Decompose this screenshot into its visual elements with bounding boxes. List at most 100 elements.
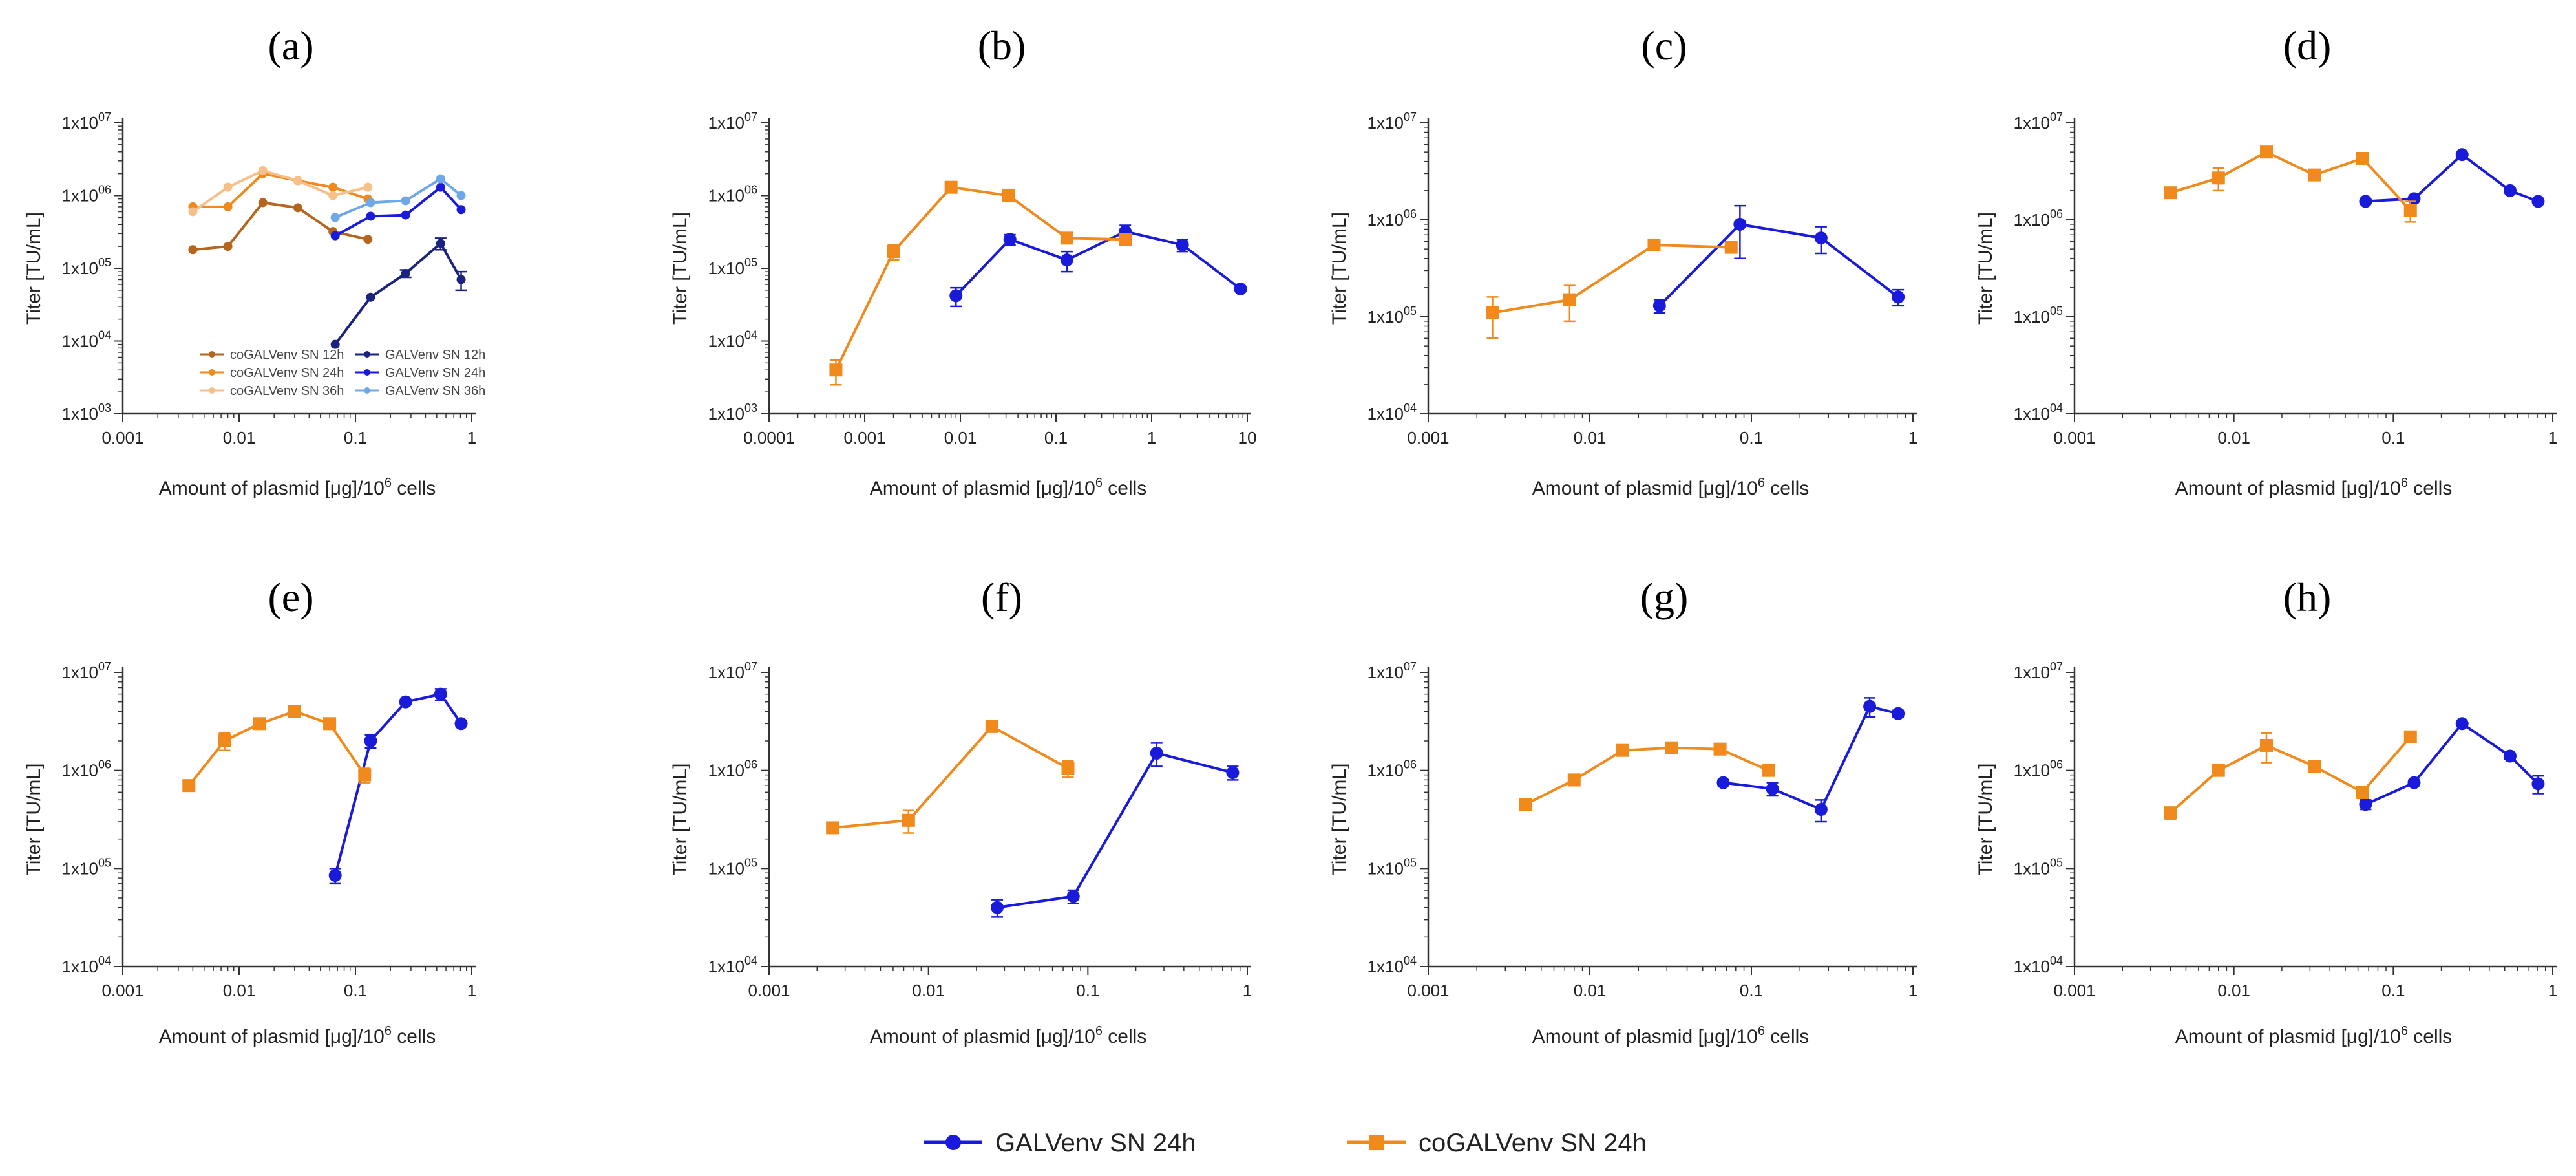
y-tick-label: 1x1004 bbox=[62, 329, 111, 351]
x-tick-label: 0.01 bbox=[1574, 428, 1607, 447]
series-line bbox=[193, 201, 368, 251]
data-point bbox=[1724, 241, 1738, 254]
series-line bbox=[192, 169, 368, 213]
series-line bbox=[187, 710, 366, 787]
data-point bbox=[1066, 890, 1080, 903]
x-tick-label: 1 bbox=[2548, 428, 2557, 447]
chart-panel-5: (e) 0.001 0.01 0.1 1 1x1004 1x1005 1x1006 1x1007… bbox=[23, 574, 476, 1047]
data-point bbox=[1766, 782, 1779, 796]
data-point bbox=[1567, 773, 1581, 787]
data-point bbox=[1814, 231, 1828, 245]
series-cogalvenv-sn-24h bbox=[1519, 741, 1775, 811]
series-line bbox=[1723, 705, 1899, 811]
y-tick-label: 1x1005 bbox=[708, 856, 757, 878]
data-point bbox=[366, 211, 375, 221]
legend-label: GALVenv SN 12h bbox=[385, 348, 485, 362]
series-line bbox=[834, 186, 1126, 371]
series-galvenv-sn-24h bbox=[328, 687, 468, 885]
data-point bbox=[363, 235, 373, 244]
legend-marker bbox=[364, 387, 370, 394]
x-axis-title: Amount of plasmid [μg]/106 cells bbox=[870, 476, 1147, 499]
data-point bbox=[182, 779, 196, 793]
x-tick-label: 1 bbox=[1147, 428, 1156, 447]
shared-legend-item: coGALVenv SN 24h bbox=[1347, 1129, 1647, 1157]
series-line bbox=[832, 725, 1069, 829]
y-axis-title: Titer [TU/mL] bbox=[670, 212, 691, 325]
series-cogalvenv-sn-24h bbox=[826, 720, 1075, 835]
panel-letter: (g) bbox=[1640, 574, 1689, 620]
x-tick-label: 1 bbox=[467, 428, 476, 447]
data-point bbox=[1519, 798, 1532, 811]
data-point bbox=[1563, 293, 1576, 306]
data-point bbox=[1486, 306, 1499, 319]
chart-panel-3: (c) 0.001 0.01 0.1 1 1x1004 1x1005 1x1006 1x1007… bbox=[1329, 23, 1917, 499]
x-tick-label: 0.1 bbox=[344, 981, 367, 1000]
x-tick-label: 0.0001 bbox=[743, 428, 795, 447]
y-tick-label: 1x1003 bbox=[62, 401, 111, 423]
y-tick-label: 1x1007 bbox=[1367, 111, 1417, 133]
data-point bbox=[1119, 233, 1132, 246]
series-galvenv-sn-24h bbox=[2359, 717, 2545, 811]
x-tick-label: 0.001 bbox=[1407, 428, 1449, 447]
legend-label: coGALVenv SN 24h bbox=[1419, 1129, 1647, 1157]
data-point bbox=[366, 198, 375, 208]
series-line bbox=[2170, 150, 2412, 211]
y-tick-label: 1x1004 bbox=[708, 329, 757, 351]
y-axis-title: Titer [TU/mL] bbox=[23, 764, 45, 876]
legend-label: GALVenv SN 24h bbox=[385, 366, 485, 380]
data-point bbox=[399, 695, 412, 709]
series-cogalvenv-sn-24h bbox=[2164, 145, 2417, 223]
data-point bbox=[328, 191, 338, 200]
chart-panel-7: (g) 0.001 0.01 0.1 1 1x1004 1x1005 1x1006 1x1007… bbox=[1329, 574, 1917, 1047]
data-point bbox=[1060, 253, 1073, 267]
chart-panel-2: (b) 0.0001 0.001 0.01 0.1 1 10 1x1003 1x1004 1x10… bbox=[670, 23, 1256, 499]
legend-label: coGALVenv SN 12h bbox=[230, 348, 344, 362]
x-axis-title: Amount of plasmid [μg]/106 cells bbox=[2175, 1024, 2453, 1047]
data-point bbox=[401, 210, 410, 220]
x-axis-title: Amount of plasmid [μg]/106 cells bbox=[870, 1024, 1147, 1047]
series-line bbox=[955, 230, 1241, 297]
data-point bbox=[1665, 741, 1678, 754]
data-point bbox=[2212, 171, 2225, 185]
data-point bbox=[2359, 195, 2372, 208]
legend-marker bbox=[209, 387, 215, 394]
y-tick-label: 1x1007 bbox=[62, 111, 111, 133]
series-cogalvenv-sn-24h bbox=[2164, 730, 2417, 820]
data-point bbox=[456, 275, 466, 284]
y-tick-label: 1x1005 bbox=[708, 256, 757, 278]
chart-panel-8: (h) 0.001 0.01 0.1 1 1x1004 1x1005 1x1006 1x1007… bbox=[1975, 574, 2557, 1047]
y-tick-label: 1x1006 bbox=[62, 758, 111, 780]
y-tick-label: 1x1007 bbox=[708, 660, 757, 682]
data-point bbox=[1226, 766, 1240, 780]
data-point bbox=[293, 203, 302, 213]
x-tick-label: 0.001 bbox=[2053, 428, 2095, 447]
x-axis-title: Amount of plasmid [μg]/106 cells bbox=[1532, 476, 1810, 499]
x-tick-label: 0.01 bbox=[223, 981, 256, 1000]
data-point bbox=[2455, 148, 2469, 162]
x-tick-label: 0.1 bbox=[2381, 428, 2405, 447]
data-point bbox=[218, 734, 231, 748]
data-point bbox=[902, 813, 915, 827]
data-point bbox=[1814, 803, 1828, 817]
shared-legend: GALVenv SN 24h coGALVenv SN 24h bbox=[924, 1129, 1647, 1157]
x-axis-title: Amount of plasmid [μg]/106 cells bbox=[2175, 476, 2453, 499]
legend-label: GALVenv SN 24h bbox=[995, 1129, 1196, 1157]
data-point bbox=[1652, 299, 1666, 312]
y-tick-label: 1x1005 bbox=[2014, 305, 2063, 326]
legend-marker bbox=[209, 351, 215, 358]
panel-letter: (h) bbox=[2283, 574, 2332, 620]
x-tick-label: 0.01 bbox=[912, 981, 945, 1000]
series-line bbox=[2365, 722, 2539, 806]
x-tick-label: 1 bbox=[1243, 981, 1252, 1000]
data-point bbox=[328, 869, 342, 882]
data-point bbox=[1892, 707, 1905, 720]
panel-letter: (e) bbox=[268, 574, 313, 620]
data-point bbox=[364, 734, 377, 748]
legend-label: GALVenv SN 36h bbox=[385, 384, 485, 398]
series-line bbox=[1492, 243, 1731, 314]
series-cogalvenv-sn-24h bbox=[182, 705, 372, 793]
data-point bbox=[2403, 730, 2417, 743]
data-point bbox=[223, 242, 233, 251]
legend-marker bbox=[364, 369, 370, 376]
